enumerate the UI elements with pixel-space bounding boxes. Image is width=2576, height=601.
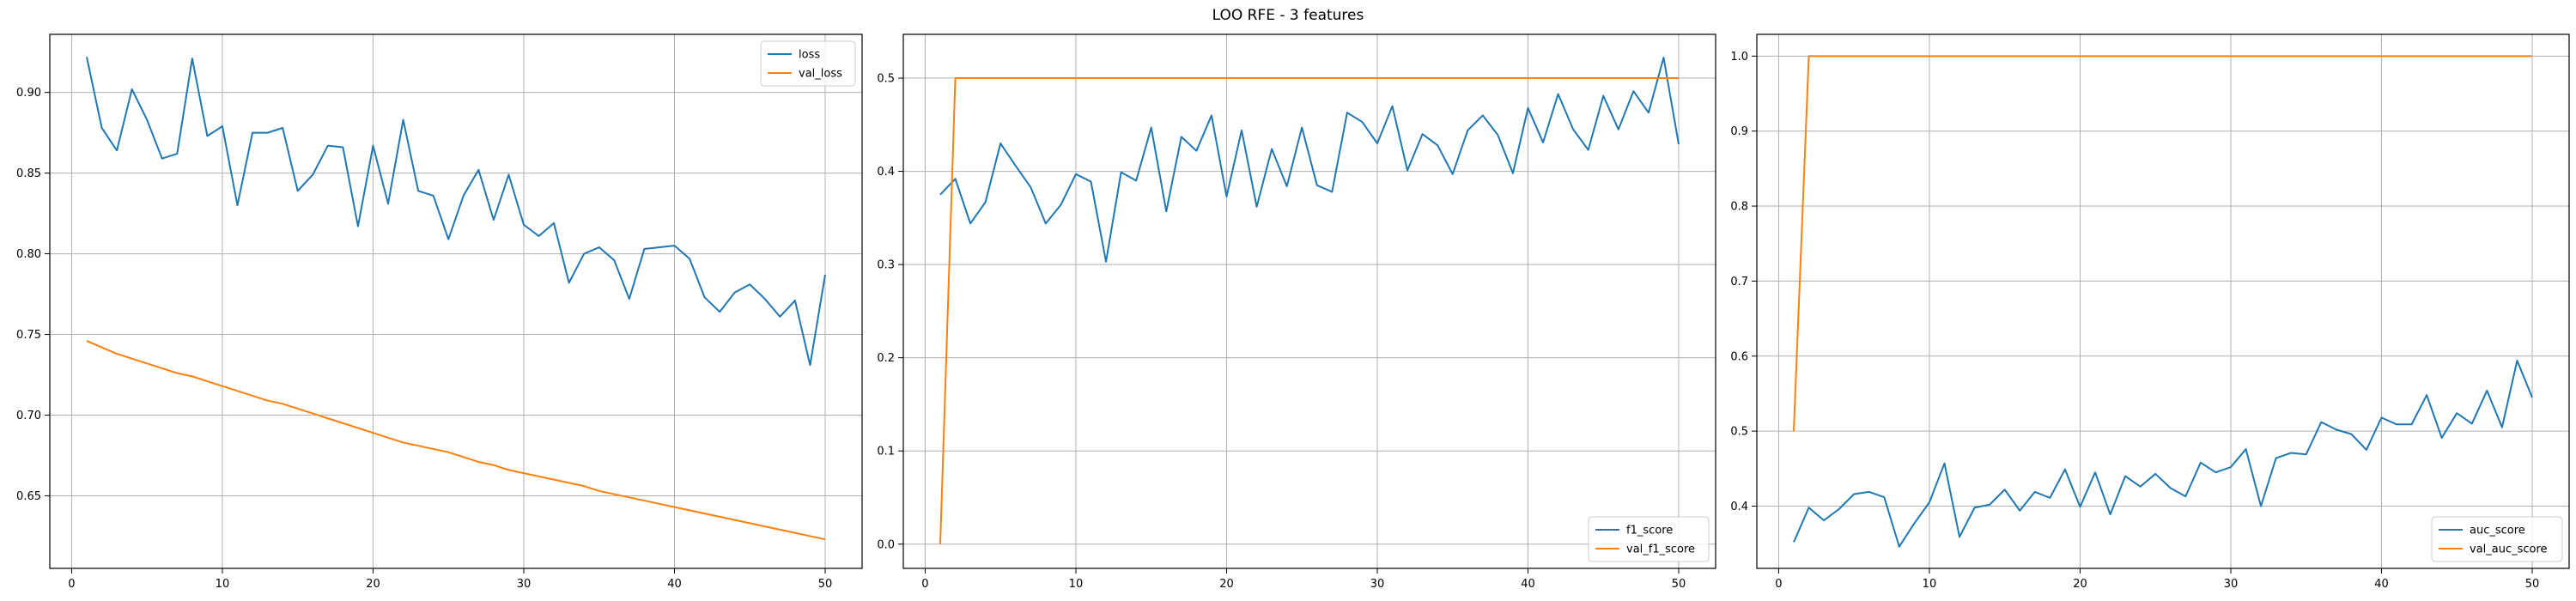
- series-line-loss: [86, 57, 826, 367]
- x-tick-label: 10: [216, 578, 230, 591]
- x-tick-label: 40: [1521, 578, 1535, 591]
- axes-frame: [1756, 33, 2570, 569]
- y-tick-label: 0.6: [1730, 350, 1748, 363]
- x-tick-label: 20: [2073, 578, 2087, 591]
- y-tick-label: 0.1: [877, 446, 895, 458]
- axes-frame: [49, 33, 863, 569]
- y-tick-label: 0.4: [1730, 501, 1748, 513]
- x-tick-label: 50: [1672, 578, 1686, 591]
- figure-title: LOO RFE - 3 features: [1212, 7, 1364, 24]
- x-tick-label: 20: [1219, 578, 1234, 591]
- axes-frame: [902, 33, 1716, 569]
- x-tick-label: 30: [1370, 578, 1385, 591]
- legend: f1_score val_f1_score: [1588, 516, 1710, 562]
- x-tick-label: 40: [667, 578, 682, 591]
- x-tick-label: 50: [818, 578, 833, 591]
- series-line-f1_score: [939, 57, 1680, 263]
- x-tick-label: 30: [517, 578, 532, 591]
- y-tick-label: 0.75: [16, 329, 41, 342]
- y-tick-label: 0.4: [877, 166, 895, 179]
- subplot-2: 0 10 20 30 40 50 0.0 0.1 0.2 0.3 0.4 0.5 f1_scoreval…: [877, 33, 1716, 591]
- y-tick-label: 1.0: [1730, 51, 1748, 64]
- series-line-val_f1_score: [939, 77, 1679, 544]
- series-line-val_auc_score: [1793, 55, 2532, 432]
- y-tick-label: 0.8: [1730, 201, 1748, 214]
- legend-label-val_f1_score: val_f1_score: [1626, 543, 1695, 556]
- legend-frame: [1588, 516, 1710, 562]
- y-tick-label: 0.5: [877, 73, 895, 86]
- legend: loss val_loss: [760, 40, 856, 87]
- y-tick-label: 0.3: [877, 259, 895, 272]
- x-tick-label: 50: [2525, 578, 2540, 591]
- y-tick-label: 0.7: [1730, 276, 1748, 288]
- y-tick-label: 0.85: [16, 167, 41, 180]
- legend-frame: [2431, 516, 2563, 562]
- y-tick-label: 0.2: [877, 352, 895, 365]
- y-tick-label: 0.70: [16, 410, 41, 422]
- x-tick-label: 20: [366, 578, 380, 591]
- x-tick-label: 10: [1923, 578, 1937, 591]
- legend-label-val_loss: val_loss: [799, 68, 842, 81]
- x-tick-label: 0: [68, 578, 75, 591]
- x-tick-label: 0: [1775, 578, 1782, 591]
- subplot-3: 0 10 20 30 40 50 0.4 0.5 0.6 0.7 0.8 0.9 1.0 auc_scor…: [1730, 33, 2570, 591]
- y-tick-label: 0.5: [1730, 426, 1748, 439]
- series-line-auc_score: [1793, 360, 2533, 548]
- legend-label-loss: loss: [799, 49, 820, 62]
- y-tick-label: 0.90: [16, 87, 41, 100]
- x-tick-label: 10: [1069, 578, 1084, 591]
- legend-frame: [760, 40, 856, 87]
- y-tick-label: 0.0: [877, 538, 895, 551]
- subplot-1: 0 10 20 30 40 50 0.65 0.70 0.75 0.80 0.85 0.90 loss v…: [16, 33, 863, 591]
- x-tick-label: 40: [2374, 578, 2389, 591]
- series-line-val_loss: [86, 340, 826, 541]
- y-tick-label: 0.80: [16, 248, 41, 261]
- legend-label-val_auc_score: val_auc_score: [2470, 543, 2548, 556]
- legend-label-auc_score: auc_score: [2470, 525, 2525, 537]
- y-tick-label: 0.65: [16, 490, 41, 503]
- y-tick-label: 0.9: [1730, 125, 1748, 138]
- legend-label-f1_score: f1_score: [1626, 525, 1673, 537]
- x-tick-label: 0: [921, 578, 928, 591]
- x-tick-label: 30: [2224, 578, 2239, 591]
- legend: auc_score val_auc_score: [2431, 516, 2563, 562]
